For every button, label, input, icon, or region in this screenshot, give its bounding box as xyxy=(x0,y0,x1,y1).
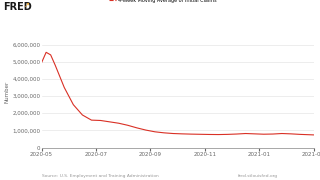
Text: Source: U.S. Employment and Training Administration: Source: U.S. Employment and Training Adm… xyxy=(42,174,158,178)
Legend: 4-Week Moving Average of Initial Claims: 4-Week Moving Average of Initial Claims xyxy=(107,0,218,5)
Text: FRED: FRED xyxy=(3,2,32,12)
Y-axis label: Number: Number xyxy=(4,81,9,103)
Text: fred.stlouisfed.org: fred.stlouisfed.org xyxy=(238,174,278,178)
Text: ↗: ↗ xyxy=(24,2,30,8)
